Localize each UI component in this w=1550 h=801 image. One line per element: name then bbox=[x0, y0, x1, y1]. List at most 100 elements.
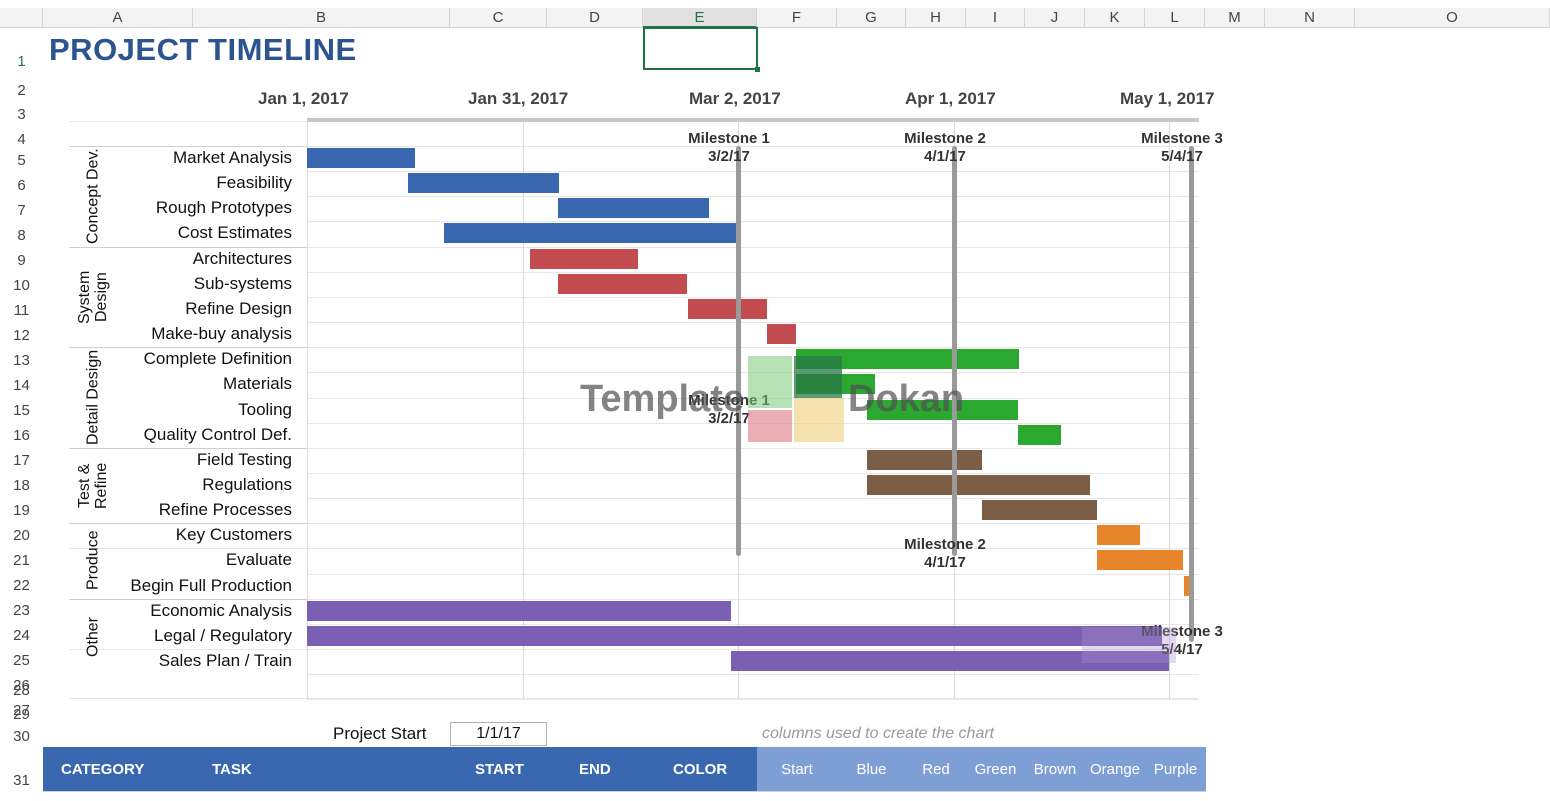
row-header-10[interactable]: 10 bbox=[13, 277, 30, 294]
header-aux-brown[interactable]: Brown bbox=[1033, 760, 1077, 778]
gantt-bar bbox=[867, 475, 1090, 495]
column-header-h[interactable]: H bbox=[906, 8, 966, 28]
header-color[interactable]: COLOR bbox=[673, 760, 728, 778]
milestone-label-duplicate: Milestone 2 4/1/17 bbox=[890, 536, 1000, 572]
project-start-input[interactable]: 1/1/17 bbox=[450, 722, 547, 746]
date-gridline bbox=[307, 121, 308, 699]
column-header-g[interactable]: G bbox=[837, 8, 906, 28]
select-all-corner[interactable] bbox=[0, 8, 43, 28]
gridline bbox=[307, 272, 1199, 273]
gantt-bar bbox=[867, 400, 1018, 420]
header-category[interactable]: CATEGORY bbox=[61, 760, 145, 778]
milestone-date: 5/4/17 bbox=[1161, 641, 1203, 658]
column-header-f[interactable]: F bbox=[757, 8, 837, 28]
fill-handle[interactable] bbox=[755, 67, 760, 72]
gantt-bar bbox=[444, 223, 739, 243]
row-header-19[interactable]: 19 bbox=[13, 502, 30, 519]
row-header-26[interactable]: 26 bbox=[13, 677, 30, 694]
row-header-5[interactable]: 5 bbox=[17, 152, 26, 169]
gridline bbox=[69, 649, 1199, 650]
header-aux-red[interactable]: Red bbox=[922, 760, 950, 778]
row-header-3[interactable]: 3 bbox=[17, 106, 26, 123]
watermark-logo: Template Dokan bbox=[580, 356, 970, 444]
row-header-12[interactable]: 12 bbox=[13, 327, 30, 344]
column-header-a[interactable]: A bbox=[43, 8, 193, 28]
gridline bbox=[69, 347, 1199, 348]
row-header-23[interactable]: 23 bbox=[13, 602, 30, 619]
row-header-21[interactable]: 21 bbox=[13, 552, 30, 569]
column-header-j[interactable]: J bbox=[1025, 8, 1085, 28]
row-header-6[interactable]: 6 bbox=[17, 177, 26, 194]
row-header-15[interactable]: 15 bbox=[13, 402, 30, 419]
gantt-bar bbox=[731, 651, 1169, 671]
row-header-14[interactable]: 14 bbox=[13, 377, 30, 394]
header-aux-green[interactable]: Green bbox=[974, 760, 1017, 778]
task-label: Regulations bbox=[202, 475, 292, 494]
header-start[interactable]: START bbox=[475, 760, 524, 778]
header-end[interactable]: END bbox=[579, 760, 611, 778]
watermark-text-right: Dokan bbox=[848, 378, 965, 420]
header-task[interactable]: TASK bbox=[212, 760, 252, 778]
gantt-bar bbox=[1018, 425, 1061, 445]
task-label: Key Customers bbox=[175, 525, 292, 544]
row-header-22[interactable]: 22 bbox=[13, 577, 30, 594]
row-header-20[interactable]: 20 bbox=[13, 527, 30, 544]
category-divider bbox=[69, 523, 307, 524]
task-label: Sub-systems bbox=[193, 274, 292, 293]
gridline bbox=[307, 599, 1199, 600]
gantt-bar bbox=[307, 148, 415, 168]
watermark-square-darkgreen bbox=[794, 356, 842, 398]
watermark-square-red bbox=[748, 410, 792, 442]
row-header-17[interactable]: 17 bbox=[13, 452, 30, 469]
column-header-d[interactable]: D bbox=[547, 8, 643, 28]
milestone-label: Milestone 3 5/4/17 bbox=[1127, 130, 1237, 166]
gantt-bar bbox=[1097, 525, 1140, 545]
header-aux-orange[interactable]: Orange bbox=[1089, 760, 1141, 778]
task-label: Architectures bbox=[192, 249, 292, 268]
gridline bbox=[307, 196, 1199, 197]
milestone-label: Milestone 1 3/2/17 bbox=[674, 130, 784, 166]
column-header-c[interactable]: C bbox=[450, 8, 547, 28]
row-header-24[interactable]: 24 bbox=[13, 627, 30, 644]
axis-date-label: Jan 1, 2017 bbox=[258, 89, 349, 108]
column-header-n[interactable]: N bbox=[1265, 8, 1355, 28]
row-header-25[interactable]: 25 bbox=[13, 652, 30, 669]
column-header-m[interactable]: M bbox=[1205, 8, 1265, 28]
row-header-8[interactable]: 8 bbox=[17, 227, 26, 244]
task-label: Complete Definition bbox=[143, 349, 292, 368]
milestone-name: Milestone 2 bbox=[904, 536, 986, 553]
row-header-29[interactable]: 29 bbox=[13, 706, 30, 723]
column-header-o[interactable]: O bbox=[1355, 8, 1550, 28]
row-header-18[interactable]: 18 bbox=[13, 477, 30, 494]
row-header-13[interactable]: 13 bbox=[13, 352, 30, 369]
row-header-28[interactable]: 28 bbox=[13, 682, 30, 699]
row-header-9[interactable]: 9 bbox=[17, 252, 26, 269]
column-header-l[interactable]: L bbox=[1145, 8, 1205, 28]
task-label: Make-buy analysis bbox=[151, 324, 292, 343]
milestone-label-highlight bbox=[1082, 627, 1176, 663]
gridline bbox=[69, 448, 1199, 449]
gridline bbox=[69, 698, 1199, 699]
header-aux-start[interactable]: Start bbox=[781, 760, 813, 778]
column-header-b[interactable]: B bbox=[193, 8, 450, 28]
gantt-bar bbox=[558, 274, 687, 294]
gridline bbox=[307, 624, 1199, 625]
row-header-7[interactable]: 7 bbox=[17, 202, 26, 219]
column-header-k[interactable]: K bbox=[1085, 8, 1145, 28]
task-label: Refine Design bbox=[185, 299, 292, 318]
header-aux-purple[interactable]: Purple bbox=[1153, 760, 1198, 778]
column-header-i[interactable]: I bbox=[966, 8, 1025, 28]
gridline bbox=[307, 322, 1199, 323]
axis-date-label: May 1, 2017 bbox=[1120, 89, 1215, 108]
row-header-16[interactable]: 16 bbox=[13, 427, 30, 444]
row-header-1[interactable]: 1 bbox=[17, 53, 26, 70]
header-aux-blue[interactable]: Blue bbox=[856, 760, 887, 778]
row-header-27[interactable]: 27 bbox=[13, 702, 30, 719]
selected-cell-e1[interactable] bbox=[643, 27, 758, 70]
row-header-2[interactable]: 2 bbox=[17, 82, 26, 99]
row-header-31[interactable]: 31 bbox=[13, 772, 30, 789]
column-header-e[interactable]: E bbox=[643, 8, 757, 28]
row-header-30[interactable]: 30 bbox=[13, 728, 30, 745]
row-header-4[interactable]: 4 bbox=[17, 131, 26, 148]
row-header-11[interactable]: 11 bbox=[13, 302, 30, 319]
